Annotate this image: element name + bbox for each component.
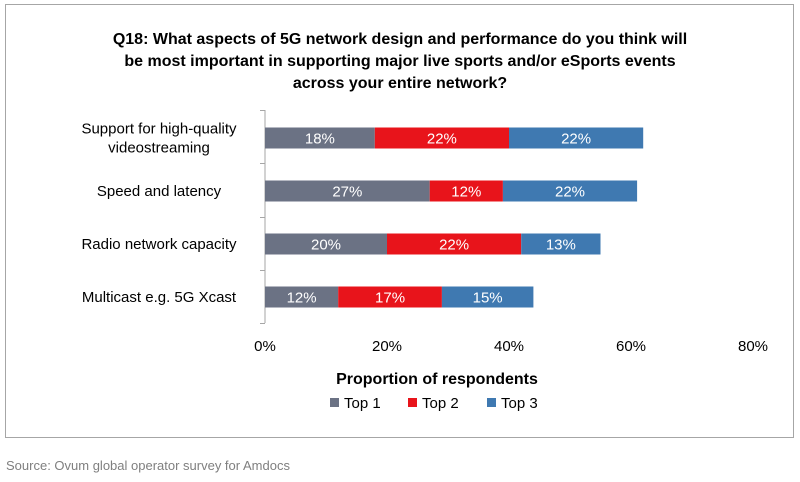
category-label: Radio network capacity bbox=[81, 236, 237, 253]
category-label: Multicast e.g. 5G Xcast bbox=[82, 289, 237, 306]
x-axis-title: Proportion of respondents bbox=[336, 371, 538, 388]
data-label: 12% bbox=[451, 184, 481, 201]
x-tick-label: 80% bbox=[738, 338, 768, 355]
chart-title: Q18: What aspects of 5G network design a… bbox=[0, 29, 800, 95]
data-label: 12% bbox=[287, 290, 317, 307]
bar-top-2 bbox=[429, 180, 503, 202]
bar-top-3 bbox=[502, 180, 638, 202]
bar-top-1 bbox=[265, 233, 387, 255]
legend-swatch-top-3 bbox=[487, 398, 496, 407]
bar-top-1 bbox=[265, 286, 339, 308]
bar-top-3 bbox=[521, 233, 601, 255]
bar-top-2 bbox=[387, 233, 522, 255]
data-label: 22% bbox=[427, 131, 457, 148]
data-label: 22% bbox=[561, 131, 591, 148]
source-note: Source: Ovum global operator survey for … bbox=[6, 458, 290, 473]
bar-top-1 bbox=[265, 127, 375, 149]
chart-frame bbox=[5, 4, 794, 438]
data-label: 13% bbox=[546, 237, 576, 254]
data-label: 17% bbox=[375, 290, 405, 307]
legend-swatch-top-2 bbox=[408, 398, 417, 407]
data-label: 20% bbox=[311, 237, 341, 254]
legend-label-top-1: Top 1 bbox=[344, 395, 381, 412]
category-label: Speed and latency bbox=[97, 183, 222, 200]
bar-top-3 bbox=[509, 127, 644, 149]
chart-title-line-2: be most important in supporting major li… bbox=[124, 53, 676, 70]
legend-label-top-2: Top 2 bbox=[422, 395, 459, 412]
bar-top-3 bbox=[441, 286, 534, 308]
legend-label-top-3: Top 3 bbox=[501, 395, 538, 412]
data-label: 18% bbox=[305, 131, 335, 148]
category-label: videostreaming bbox=[108, 140, 210, 157]
x-tick-label: 0% bbox=[254, 338, 276, 355]
bar-top-2 bbox=[338, 286, 442, 308]
x-tick-label: 60% bbox=[616, 338, 646, 355]
data-label: 27% bbox=[332, 184, 362, 201]
chart-title-line-1: Q18: What aspects of 5G network design a… bbox=[112, 31, 688, 48]
chart-title-line-3: across your entire network? bbox=[292, 75, 508, 92]
x-tick-label: 40% bbox=[494, 338, 524, 355]
category-label: Support for high-quality bbox=[81, 121, 237, 138]
bar-top-2 bbox=[374, 127, 509, 149]
data-label: 22% bbox=[439, 237, 469, 254]
stacked-bar-chart: 18% 22% 22% Support for high-quality videost… bbox=[81, 110, 768, 412]
x-tick-label: 20% bbox=[372, 338, 402, 355]
bar-top-1 bbox=[265, 180, 430, 202]
data-label: 15% bbox=[473, 290, 503, 307]
data-label: 22% bbox=[555, 184, 585, 201]
legend-swatch-top-1 bbox=[330, 398, 339, 407]
